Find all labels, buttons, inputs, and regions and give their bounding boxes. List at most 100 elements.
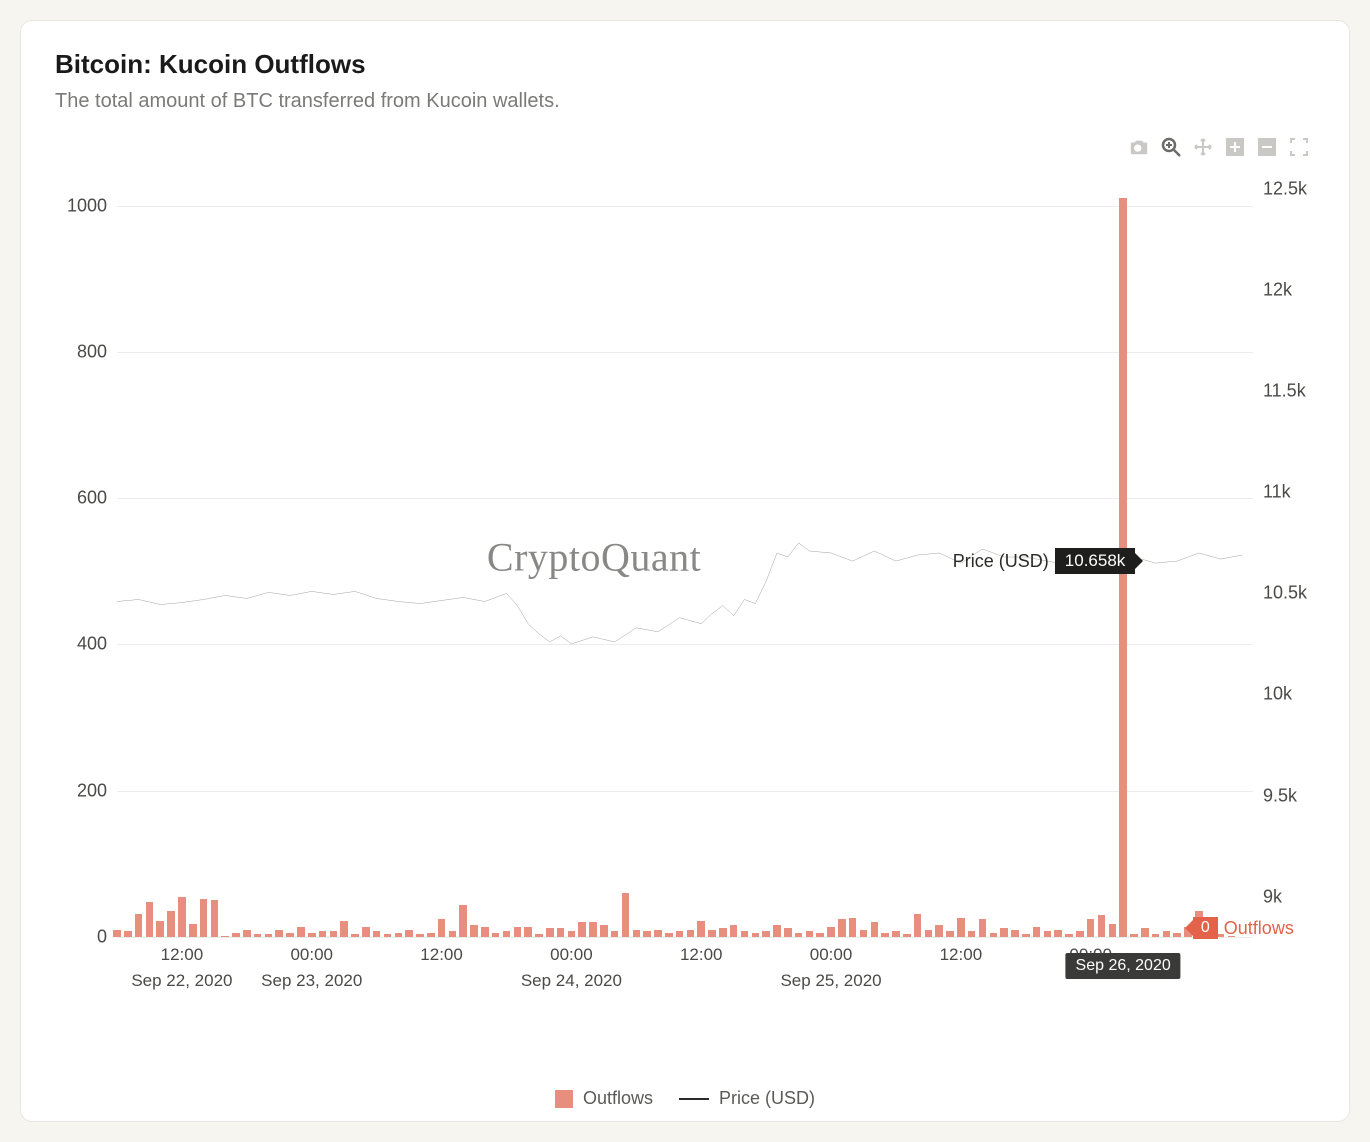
outflow-bar bbox=[622, 893, 630, 937]
outflow-bar bbox=[1087, 919, 1095, 937]
y-left-tick: 1000 bbox=[59, 195, 117, 216]
outflow-bar bbox=[633, 930, 641, 937]
outflow-bar bbox=[871, 922, 879, 937]
outflow-bar bbox=[892, 931, 900, 937]
outflow-bar bbox=[221, 936, 229, 937]
outflow-bar bbox=[935, 925, 943, 937]
outflow-bar bbox=[308, 933, 316, 937]
outflow-bar bbox=[113, 930, 121, 937]
outflow-bar bbox=[795, 933, 803, 937]
outflow-bar bbox=[481, 927, 489, 937]
price-tooltip: Price (USD) 10.658k bbox=[953, 548, 1136, 574]
x-tick-time: 12:00 bbox=[940, 945, 983, 965]
outflow-bar bbox=[762, 931, 770, 937]
outflow-bar bbox=[578, 922, 586, 937]
outflow-bar bbox=[1130, 934, 1138, 937]
gridline bbox=[117, 937, 1253, 938]
outflow-bar bbox=[557, 928, 565, 937]
outflow-bar bbox=[860, 930, 868, 937]
y-left-tick: 400 bbox=[59, 634, 117, 655]
outflow-bar bbox=[806, 931, 814, 937]
outflow-bar bbox=[1054, 930, 1062, 937]
outflow-bar bbox=[503, 931, 511, 937]
outflow-bar bbox=[438, 919, 446, 937]
gridline bbox=[117, 791, 1253, 792]
outflow-bar bbox=[405, 930, 413, 937]
price-tooltip-label: Price (USD) bbox=[953, 551, 1049, 572]
outflow-bar bbox=[1098, 915, 1106, 937]
chart-area[interactable]: CryptoQuant 020040060080010009k9.5k10k10… bbox=[55, 149, 1315, 1009]
legend-item-price[interactable]: Price (USD) bbox=[679, 1088, 815, 1109]
outflow-bar bbox=[730, 925, 738, 937]
outflow-bar bbox=[784, 928, 792, 937]
outflow-bar bbox=[741, 931, 749, 937]
outflow-bar bbox=[589, 922, 597, 937]
outflow-bar bbox=[600, 925, 608, 937]
outflow-bar bbox=[1152, 934, 1160, 937]
outflow-bar bbox=[1141, 928, 1149, 937]
outflow-bar bbox=[957, 918, 965, 937]
outflow-bar bbox=[340, 921, 348, 937]
x-tick-time: 00:00 bbox=[550, 945, 593, 965]
outflow-bar bbox=[135, 914, 143, 937]
outflow-bar bbox=[1076, 931, 1084, 937]
outflow-bar bbox=[1022, 934, 1030, 937]
outflow-bar bbox=[968, 931, 976, 937]
outflow-bar bbox=[1163, 931, 1171, 937]
y-left-tick: 800 bbox=[59, 341, 117, 362]
outflow-bar bbox=[492, 933, 500, 937]
outflow-bar bbox=[449, 931, 457, 937]
outflow-bar bbox=[297, 927, 305, 937]
outflow-bar bbox=[178, 897, 186, 937]
outflow-bar bbox=[514, 927, 522, 937]
outflow-bar bbox=[351, 934, 359, 937]
outflow-bar bbox=[1044, 931, 1052, 937]
outflow-bar bbox=[643, 931, 651, 937]
outflow-bar bbox=[752, 933, 760, 937]
page-title: Bitcoin: Kucoin Outflows bbox=[55, 49, 1315, 80]
outflow-bar bbox=[330, 931, 338, 937]
outflow-bar bbox=[914, 914, 922, 937]
outflow-bar bbox=[708, 930, 716, 937]
price-tooltip-value: 10.658k bbox=[1055, 548, 1136, 574]
x-tick-time: 12:00 bbox=[420, 945, 463, 965]
hover-guideline bbox=[1123, 561, 1124, 937]
y-left-tick: 0 bbox=[59, 927, 117, 948]
outflow-bar bbox=[946, 931, 954, 937]
outflow-bar bbox=[254, 934, 262, 937]
outflow-bar bbox=[719, 928, 727, 937]
y-right-tick: 10k bbox=[1253, 684, 1311, 705]
y-left-tick: 200 bbox=[59, 780, 117, 801]
chart-legend: Outflows Price (USD) bbox=[21, 1088, 1349, 1109]
x-tick-time: 00:00 bbox=[810, 945, 853, 965]
outflow-bar bbox=[611, 931, 619, 937]
y-right-tick: 11k bbox=[1253, 482, 1311, 503]
gridline bbox=[117, 644, 1253, 645]
gridline bbox=[117, 206, 1253, 207]
outflow-bar bbox=[189, 924, 197, 937]
outflow-bar bbox=[373, 931, 381, 937]
outflows-tooltip-value: 0 bbox=[1193, 917, 1218, 939]
plot-area[interactable]: CryptoQuant 020040060080010009k9.5k10k10… bbox=[117, 169, 1253, 937]
outflow-bar bbox=[990, 933, 998, 937]
outflow-bar bbox=[654, 930, 662, 937]
outflow-bar bbox=[1109, 924, 1117, 937]
x-tick-date: Sep 23, 2020 bbox=[261, 971, 362, 991]
outflow-bar bbox=[925, 930, 933, 937]
outflow-bar bbox=[384, 934, 392, 937]
outflows-tooltip-label: Outflows bbox=[1224, 918, 1294, 939]
outflow-bar bbox=[265, 934, 273, 937]
outflow-bar bbox=[687, 930, 695, 937]
outflow-bar bbox=[903, 934, 911, 937]
outflow-bar bbox=[211, 900, 219, 937]
legend-label: Outflows bbox=[583, 1088, 653, 1109]
y-right-tick: 11.5k bbox=[1253, 381, 1311, 402]
x-tick-time: 00:00 bbox=[290, 945, 333, 965]
y-right-tick: 12.5k bbox=[1253, 179, 1311, 200]
outflow-bar bbox=[665, 933, 673, 937]
outflow-bar bbox=[286, 933, 294, 937]
legend-item-outflows[interactable]: Outflows bbox=[555, 1088, 653, 1109]
x-tick-date: Sep 22, 2020 bbox=[131, 971, 232, 991]
outflow-bar bbox=[416, 934, 424, 937]
chart-card: Bitcoin: Kucoin Outflows The total amoun… bbox=[20, 20, 1350, 1122]
